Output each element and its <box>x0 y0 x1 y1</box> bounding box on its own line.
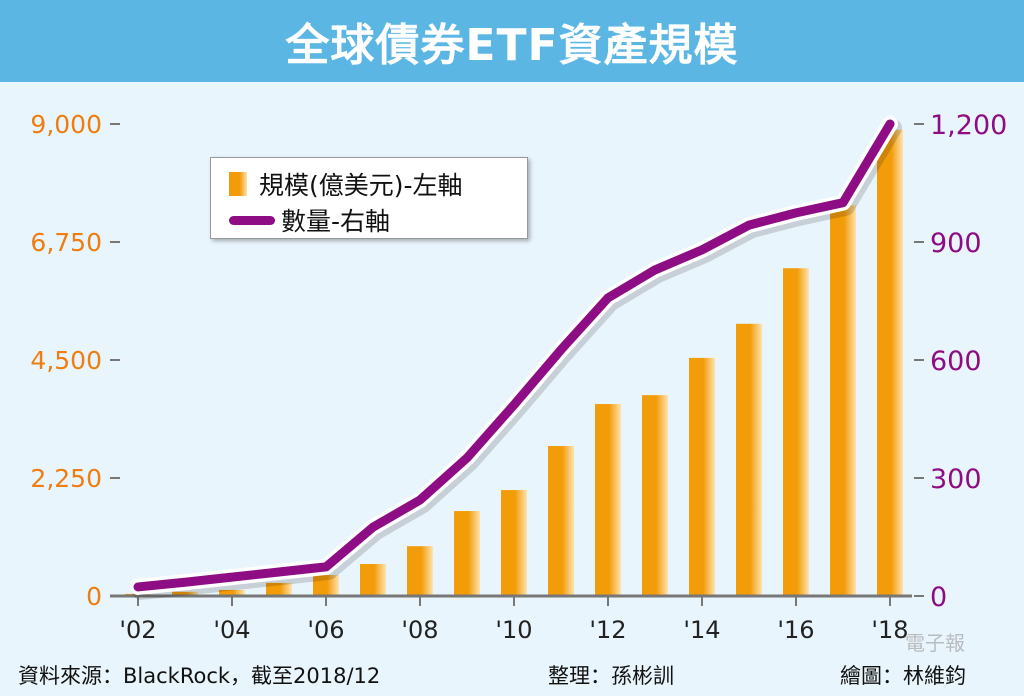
x-tick-label: '18 <box>871 616 908 644</box>
left-tick-label: 4,500 <box>30 346 102 375</box>
left-tick-label: 2,250 <box>30 464 102 493</box>
left-tick-label: 6,750 <box>30 228 102 257</box>
bar-2009 <box>454 511 480 596</box>
bar-2013 <box>642 395 668 596</box>
line-point-2016 <box>795 211 797 214</box>
bar-2011 <box>548 446 574 596</box>
title-banner: 全球債券ETF資產規模 <box>0 0 1024 82</box>
bar-swatch <box>229 172 247 196</box>
line-point-2009 <box>466 456 468 459</box>
line-point-2014 <box>701 248 703 251</box>
artist-note: 繪圖：林維鈞 <box>840 664 966 688</box>
bar-2016 <box>783 268 809 596</box>
bar-2006 <box>313 575 339 596</box>
legend-label: 數量-右軸 <box>281 207 391 236</box>
right-tick-label: 1,200 <box>930 110 1007 141</box>
line-point-2012 <box>607 296 609 299</box>
x-tick-label: '10 <box>495 616 532 644</box>
x-tick-label: '12 <box>589 616 626 644</box>
bar-2003 <box>172 591 198 596</box>
bar-2005 <box>266 582 292 596</box>
x-tick-label: '06 <box>307 616 344 644</box>
x-tick-label: '14 <box>683 616 720 644</box>
editor-note: 整理：孫彬訓 <box>548 664 674 688</box>
line-point-2006 <box>325 565 327 568</box>
legend-item-bar: 規模(億美元)-左軸 <box>229 166 463 202</box>
bar-2018 <box>877 129 903 596</box>
line-point-2013 <box>654 268 656 271</box>
x-tick-label: '02 <box>119 616 156 644</box>
legend-item-line: 數量-右軸 <box>229 202 391 238</box>
line-point-2003 <box>184 581 186 584</box>
legend-label: 規模(億美元)-左軸 <box>259 171 463 200</box>
bar-2008 <box>407 546 433 596</box>
bar-2017 <box>830 205 856 597</box>
x-tick-label: '16 <box>777 616 814 644</box>
line-point-2017 <box>842 201 844 204</box>
left-tick-label: 9,000 <box>30 110 102 139</box>
line-point-2004 <box>231 576 233 579</box>
line-point-2005 <box>278 571 280 574</box>
left-tick-label: 0 <box>86 582 102 611</box>
line-point-2007 <box>372 526 374 529</box>
bar-2010 <box>501 490 527 596</box>
bar-2015 <box>736 323 762 596</box>
line-point-2011 <box>560 348 562 351</box>
line-point-2010 <box>513 403 515 406</box>
right-tick-label: 900 <box>930 228 982 259</box>
source-note: 資料來源：BlackRock，截至2018/12 <box>18 664 381 688</box>
line-swatch <box>229 215 275 225</box>
right-tick-label: 300 <box>930 464 982 495</box>
legend: 規模(億美元)-左軸 數量-右軸 <box>210 157 528 239</box>
bar-2014 <box>689 357 715 596</box>
x-tick-label: '04 <box>213 616 250 644</box>
line-point-2015 <box>748 224 750 227</box>
bar-2007 <box>360 564 386 596</box>
bar-2012 <box>595 404 621 596</box>
right-tick-label: 600 <box>930 346 982 377</box>
right-tick-label: 0 <box>930 582 947 613</box>
x-tick-label: '08 <box>401 616 438 644</box>
chart-title: 全球債券ETF資產規模 <box>285 20 739 71</box>
bar-2004 <box>219 589 245 596</box>
line-point-2002 <box>137 585 139 588</box>
line-point-2008 <box>419 499 421 502</box>
line-point-2018 <box>889 123 891 125</box>
watermark: 電子報 <box>905 631 965 655</box>
